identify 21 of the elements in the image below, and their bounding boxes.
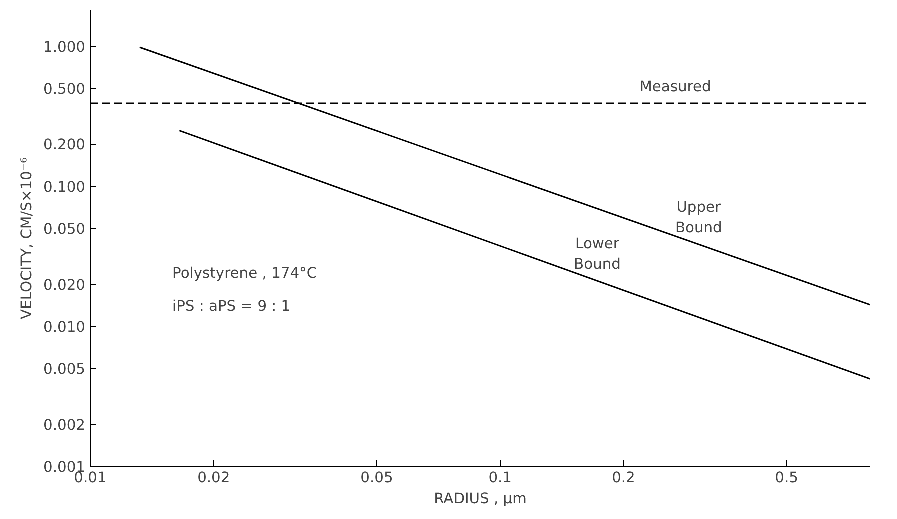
x-tick-label: 0.5: [775, 470, 798, 486]
y-axis-title: VELOCITY, CM/S×10⁻⁶: [18, 157, 36, 320]
y-tick-label: 0.100: [44, 178, 86, 196]
series-label: Upper Bound: [675, 199, 722, 237]
x-axis-title: RADIUS , μm: [434, 490, 527, 508]
x-tick-label: 0.1: [488, 470, 512, 486]
series-label: Lower Bound: [574, 236, 621, 274]
y-tick-label: 0.500: [44, 80, 86, 98]
x-tick-label: 0.05: [360, 470, 394, 486]
annotation: Polystyrene , 174°C: [172, 265, 318, 282]
y-tick-label: 0.020: [44, 276, 86, 294]
x-tick-label: 0.02: [198, 470, 230, 486]
y-tick-label: 0.002: [44, 416, 86, 434]
y-tick-label: 0.200: [44, 136, 86, 154]
y-tick-label: 1.000: [44, 38, 86, 56]
series-label: Measured: [640, 78, 712, 96]
annotation: iPS : aPS = 9 : 1: [172, 298, 291, 315]
y-tick-label: 0.050: [44, 221, 86, 238]
y-tick-label: 0.010: [44, 318, 86, 336]
x-tick-label: 0.2: [612, 470, 636, 486]
y-tick-label: 0.005: [44, 361, 86, 378]
